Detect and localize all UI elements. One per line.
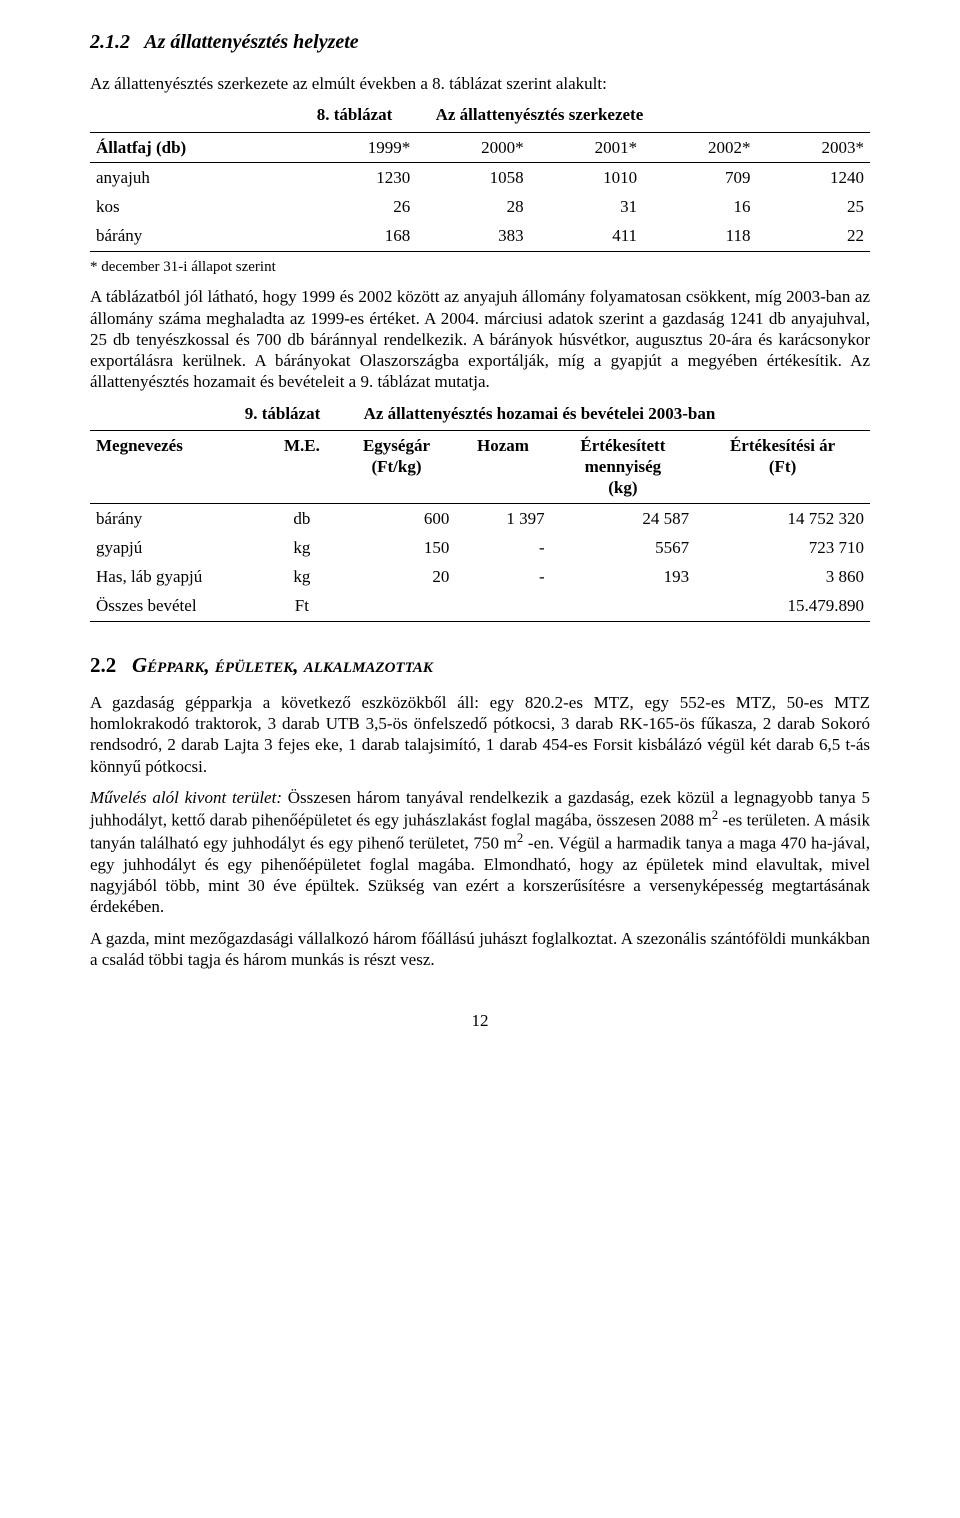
table-9-h5: Értékesítési ár(Ft)	[695, 430, 870, 503]
section-1-heading: 2.1.2 Az állattenyésztés helyzete	[90, 30, 870, 55]
table-8-row-1: kos 26 28 31 16 25	[90, 192, 870, 221]
table-9-h1: M.E.	[266, 430, 337, 503]
table-cell: 709	[643, 162, 756, 192]
table-cell: 5567	[551, 533, 696, 562]
table-9-row-2: Has, láb gyapjú kg 20 - 193 3 860	[90, 562, 870, 591]
table-8-h0: Állatfaj (db)	[90, 132, 303, 162]
table-9-caption: 9. táblázat Az állattenyésztés hozamai é…	[90, 403, 870, 424]
page-number: 12	[90, 1010, 870, 1031]
table-cell: 31	[530, 192, 643, 221]
table-cell	[455, 591, 550, 621]
table-cell: 1010	[530, 162, 643, 192]
section-2-para-2: Művelés alól kivont terület: Összesen há…	[90, 787, 870, 918]
page-container: 2.1.2 Az állattenyésztés helyzete Az áll…	[0, 0, 960, 1071]
table-cell: -	[455, 533, 550, 562]
table-9-row-1: gyapjú kg 150 - 5567 723 710	[90, 533, 870, 562]
section-1-title: Az állattenyésztés helyzete	[144, 31, 358, 53]
table-cell: 22	[757, 221, 871, 251]
table-cell: 1 397	[455, 503, 550, 533]
table-cell: 24 587	[551, 503, 696, 533]
table-cell: 383	[416, 221, 529, 251]
table-cell: kg	[266, 533, 337, 562]
table-cell: 118	[643, 221, 756, 251]
table-8-h1: 1999*	[303, 132, 416, 162]
table-cell: 600	[338, 503, 456, 533]
table-9: Megnevezés M.E. Egységár(Ft/kg) Hozam Ér…	[90, 430, 870, 622]
table-cell: 14 752 320	[695, 503, 870, 533]
table-cell: kos	[90, 192, 303, 221]
section-1-para-1: A táblázatból jól látható, hogy 1999 és …	[90, 286, 870, 392]
table-9-header-row: Megnevezés M.E. Egységár(Ft/kg) Hozam Ér…	[90, 430, 870, 503]
table-8-row-2: bárány 168 383 411 118 22	[90, 221, 870, 251]
table-9-h0: Megnevezés	[90, 430, 266, 503]
table-cell: Ft	[266, 591, 337, 621]
table-cell: 150	[338, 533, 456, 562]
table-cell: 411	[530, 221, 643, 251]
table-cell: anyajuh	[90, 162, 303, 192]
table-cell: 16	[643, 192, 756, 221]
section-1-intro: Az állattenyésztés szerkezete az elmúlt …	[90, 73, 870, 94]
table-cell: 26	[303, 192, 416, 221]
section-2-heading: 2.2 Géppark, épületek, alkalmazottak	[90, 652, 870, 678]
table-cell: 3 860	[695, 562, 870, 591]
table-cell: 1058	[416, 162, 529, 192]
table-cell: gyapjú	[90, 533, 266, 562]
table-9-h3: Hozam	[455, 430, 550, 503]
section-1-number: 2.1.2	[90, 31, 130, 53]
para-2-lead: Művelés alól kivont terület:	[90, 788, 282, 807]
table-cell	[551, 591, 696, 621]
table-8-h2: 2000*	[416, 132, 529, 162]
table-cell: 1230	[303, 162, 416, 192]
section-2-para-3: A gazda, mint mezőgazdasági vállalkozó h…	[90, 928, 870, 971]
table-8-footnote: * december 31-i állapot szerint	[90, 258, 870, 277]
table-cell: -	[455, 562, 550, 591]
section-2-para-1: A gazdaság gépparkja a következő eszközö…	[90, 692, 870, 777]
table-9-row-3: Összes bevétel Ft 15.479.890	[90, 591, 870, 621]
table-9-label: 9. táblázat	[245, 404, 321, 423]
table-cell: 20	[338, 562, 456, 591]
table-cell: 723 710	[695, 533, 870, 562]
table-9-h4: Értékesítettmennyiség(kg)	[551, 430, 696, 503]
table-cell	[338, 591, 456, 621]
table-cell: Összes bevétel	[90, 591, 266, 621]
table-cell: 28	[416, 192, 529, 221]
section-2-number: 2.2	[90, 653, 116, 677]
table-cell: bárány	[90, 221, 303, 251]
table-8-caption: 8. táblázat Az állattenyésztés szerkezet…	[90, 104, 870, 125]
table-8-row-0: anyajuh 1230 1058 1010 709 1240	[90, 162, 870, 192]
table-9-title: Az állattenyésztés hozamai és bevételei …	[364, 404, 716, 423]
table-cell: bárány	[90, 503, 266, 533]
table-9-h2: Egységár(Ft/kg)	[338, 430, 456, 503]
table-cell: Has, láb gyapjú	[90, 562, 266, 591]
table-8-label: 8. táblázat	[317, 105, 393, 124]
table-cell: 25	[757, 192, 871, 221]
table-cell: kg	[266, 562, 337, 591]
table-cell: 168	[303, 221, 416, 251]
section-2-title: Géppark, épületek, alkalmazottak	[132, 653, 433, 677]
table-8-h5: 2003*	[757, 132, 871, 162]
table-cell: db	[266, 503, 337, 533]
table-8-h3: 2001*	[530, 132, 643, 162]
table-cell: 1240	[757, 162, 871, 192]
table-8-title: Az állattenyésztés szerkezete	[436, 105, 644, 124]
table-9-row-0: bárány db 600 1 397 24 587 14 752 320	[90, 503, 870, 533]
table-8-header-row: Állatfaj (db) 1999* 2000* 2001* 2002* 20…	[90, 132, 870, 162]
table-cell: 15.479.890	[695, 591, 870, 621]
table-cell: 193	[551, 562, 696, 591]
table-8: Állatfaj (db) 1999* 2000* 2001* 2002* 20…	[90, 132, 870, 252]
table-8-h4: 2002*	[643, 132, 756, 162]
